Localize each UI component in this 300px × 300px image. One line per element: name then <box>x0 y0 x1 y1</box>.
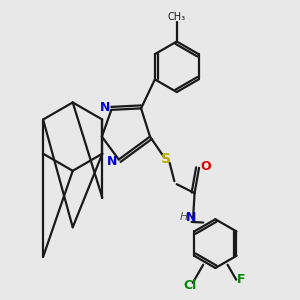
Text: N: N <box>107 155 117 168</box>
Text: H: H <box>180 212 188 223</box>
Text: S: S <box>161 152 171 166</box>
Text: N: N <box>185 211 196 224</box>
Text: F: F <box>237 273 246 286</box>
Text: N: N <box>100 101 110 114</box>
Text: Cl: Cl <box>183 279 196 292</box>
Text: O: O <box>200 160 211 173</box>
Text: CH₃: CH₃ <box>168 12 186 22</box>
